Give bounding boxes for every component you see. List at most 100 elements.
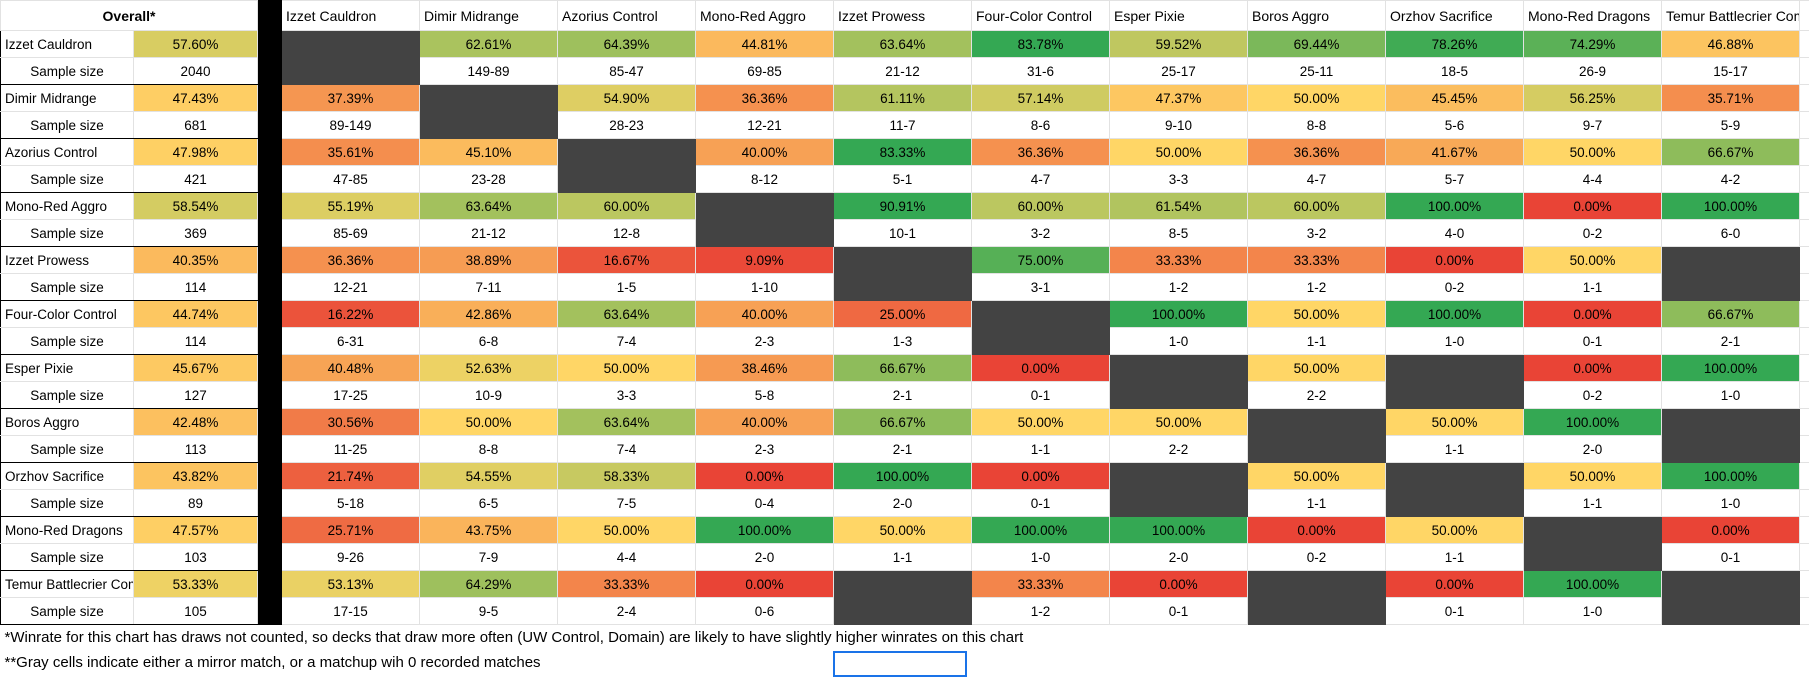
record: 2-4	[558, 598, 696, 625]
winrate: 0.00%	[972, 463, 1110, 490]
winrate: 50.00%	[558, 355, 696, 382]
spill	[1800, 490, 1809, 517]
divider	[258, 1, 282, 31]
winrate: 0.00%	[1662, 517, 1800, 544]
divider	[258, 166, 282, 193]
winrate: 0.00%	[1524, 193, 1662, 220]
empty-cell	[1248, 598, 1386, 625]
record: 6-0	[1662, 220, 1800, 247]
sample-label: Sample size	[1, 544, 134, 571]
record: 8-5	[1110, 220, 1248, 247]
winrate: 50.00%	[1248, 85, 1386, 112]
deck-name: Dimir Midrange	[1, 85, 134, 112]
record: 1-1	[834, 544, 972, 571]
winrate: 45.45%	[1386, 85, 1524, 112]
divider	[258, 328, 282, 355]
empty-cell	[282, 31, 420, 58]
winrate: 100.00%	[1662, 355, 1800, 382]
winrate: 54.90%	[558, 85, 696, 112]
record: 1-0	[1386, 328, 1524, 355]
winrate: 100.00%	[1524, 409, 1662, 436]
winrate: 100.00%	[1110, 517, 1248, 544]
spill	[1800, 544, 1809, 571]
spill	[1800, 571, 1809, 598]
sample-size: 421	[134, 166, 258, 193]
column-header: Izzet Prowess	[834, 1, 972, 31]
winrate: 37.39%	[282, 85, 420, 112]
empty-cell	[834, 274, 972, 301]
winrate: 0.00%	[696, 571, 834, 598]
record: 0-2	[1386, 274, 1524, 301]
record: 5-8	[696, 382, 834, 409]
record: 1-1	[1386, 436, 1524, 463]
record: 25-11	[1248, 58, 1386, 85]
spill	[1800, 355, 1809, 382]
record: 5-9	[1662, 112, 1800, 139]
record: 6-31	[282, 328, 420, 355]
sample-label: Sample size	[1, 274, 134, 301]
record: 0-1	[1662, 544, 1800, 571]
winrate: 66.67%	[834, 355, 972, 382]
winrate: 33.33%	[972, 571, 1110, 598]
record: 2-0	[696, 544, 834, 571]
divider	[258, 463, 282, 490]
overall-winrate: 43.82%	[134, 463, 258, 490]
empty-cell	[1524, 544, 1662, 571]
empty-cell	[972, 301, 1110, 328]
winrate: 54.55%	[420, 463, 558, 490]
divider	[258, 517, 282, 544]
winrate: 33.33%	[1248, 247, 1386, 274]
winrate: 50.00%	[1386, 517, 1524, 544]
spill	[1800, 220, 1809, 247]
spill	[1800, 31, 1809, 58]
record: 5-7	[1386, 166, 1524, 193]
winrate: 40.00%	[696, 301, 834, 328]
winrate: 50.00%	[834, 517, 972, 544]
winrate: 63.64%	[558, 409, 696, 436]
empty-cell	[696, 220, 834, 247]
spill	[1800, 85, 1809, 112]
empty-cell	[420, 112, 558, 139]
winrate: 50.00%	[1524, 463, 1662, 490]
record: 21-12	[420, 220, 558, 247]
deck-name: Temur Battlecrier Combo	[1, 571, 134, 598]
sample-size: 681	[134, 112, 258, 139]
spill	[1800, 463, 1809, 490]
winrate: 66.67%	[1662, 139, 1800, 166]
overall-winrate: 47.98%	[134, 139, 258, 166]
column-header: Esper Pixie	[1110, 1, 1248, 31]
record: 7-11	[420, 274, 558, 301]
winrate: 50.00%	[1248, 355, 1386, 382]
winrate: 100.00%	[1110, 301, 1248, 328]
divider	[258, 193, 282, 220]
spill	[1800, 58, 1809, 85]
divider	[258, 409, 282, 436]
empty-cell	[282, 58, 420, 85]
record: 17-25	[282, 382, 420, 409]
record: 1-1	[1524, 490, 1662, 517]
spill	[1800, 436, 1809, 463]
record: 69-85	[696, 58, 834, 85]
overall-header: Overall*	[1, 1, 258, 31]
winrate: 61.54%	[1110, 193, 1248, 220]
empty-cell	[1662, 409, 1800, 436]
spill	[1800, 112, 1809, 139]
winrate: 52.63%	[420, 355, 558, 382]
winrate: 30.56%	[282, 409, 420, 436]
empty-cell	[1386, 463, 1524, 490]
winrate: 74.29%	[1524, 31, 1662, 58]
record: 8-8	[420, 436, 558, 463]
selected-cell[interactable]	[833, 651, 967, 677]
record: 0-1	[1524, 328, 1662, 355]
